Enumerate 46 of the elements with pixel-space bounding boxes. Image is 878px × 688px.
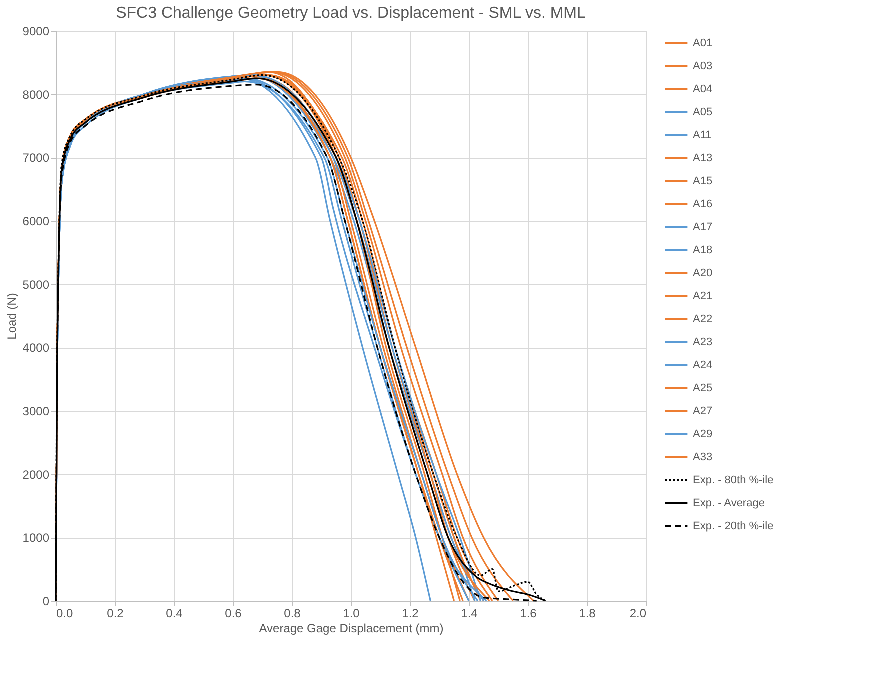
legend-label: A22 xyxy=(693,314,713,326)
legend-label: Exp. - 20th %-ile xyxy=(693,520,774,532)
y-tick-label: 0 xyxy=(42,594,50,608)
x-tick-label: 0.4 xyxy=(166,606,184,620)
chart-title: SFC3 Challenge Geometry Load vs. Displacement - SML vs. MML xyxy=(116,5,586,22)
y-tick-label: 8000 xyxy=(22,88,50,102)
y-tick-label: 4000 xyxy=(22,341,50,356)
legend-label: Exp. - Average xyxy=(693,498,765,510)
legend-label: A33 xyxy=(693,452,713,464)
x-tick-label: 2.0 xyxy=(630,606,647,620)
legend-label: A16 xyxy=(693,198,713,210)
x-tick-label: 1.8 xyxy=(579,606,596,620)
legend-label: A18 xyxy=(693,244,713,256)
legend-label: A23 xyxy=(693,336,713,348)
legend-label: A20 xyxy=(693,268,713,280)
legend-label: A15 xyxy=(693,176,713,188)
y-tick-label: 7000 xyxy=(22,151,50,166)
legend-label: Exp. - 80th %-ile xyxy=(693,474,774,486)
x-tick-label: 1.6 xyxy=(520,606,538,620)
legend-label: A24 xyxy=(693,360,713,372)
y-tick-label: 5000 xyxy=(22,278,50,292)
y-tick-label: 2000 xyxy=(22,468,50,482)
legend-label: A05 xyxy=(693,106,713,118)
legend-label: A27 xyxy=(693,406,713,418)
legend-label: A13 xyxy=(693,152,713,164)
legend-label: A17 xyxy=(693,222,713,234)
y-axis-title: Load (N) xyxy=(4,293,19,340)
legend-label: A29 xyxy=(693,428,713,440)
legend-label: A03 xyxy=(693,60,713,72)
x-tick-label: 0.0 xyxy=(56,606,74,620)
x-tick-label: 1.0 xyxy=(343,606,360,620)
y-tick-label: 9000 xyxy=(22,24,50,38)
legend-label: A04 xyxy=(693,84,713,96)
legend-label: A01 xyxy=(693,38,713,50)
y-tick-label: 1000 xyxy=(22,531,50,546)
legend-label: A21 xyxy=(693,290,713,302)
x-tick-label: 0.2 xyxy=(107,606,124,620)
legend-label: A11 xyxy=(693,130,712,142)
y-tick-label: 3000 xyxy=(22,404,50,418)
x-tick-label: 0.6 xyxy=(225,606,242,620)
y-tick-label: 6000 xyxy=(22,214,50,228)
x-tick-label: 1.4 xyxy=(461,606,478,620)
x-axis-title: Average Gage Displacement (mm) xyxy=(259,622,444,636)
x-tick-label: 1.2 xyxy=(402,606,420,620)
x-tick-label: 0.8 xyxy=(284,606,302,620)
legend-label: A25 xyxy=(693,382,713,394)
